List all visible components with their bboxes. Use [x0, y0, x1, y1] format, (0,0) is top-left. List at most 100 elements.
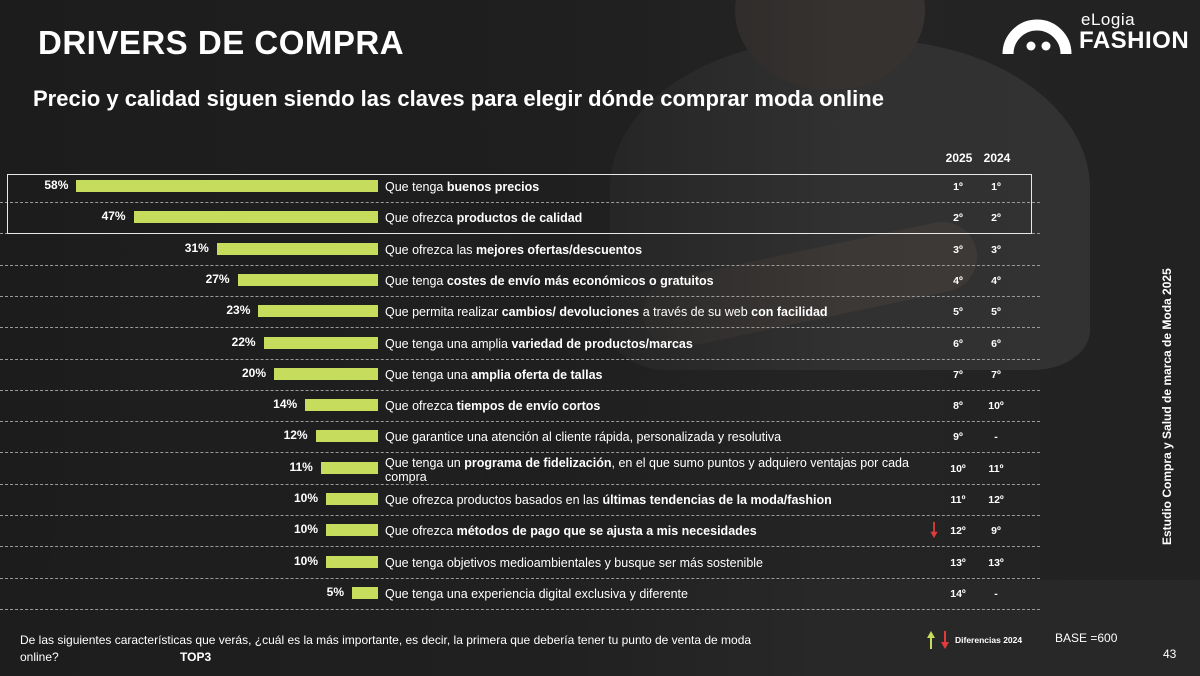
rank-2024: 12º: [988, 494, 1004, 506]
category-label: Que tenga una amplia oferta de tallas: [385, 367, 603, 382]
category-label: Que tenga una experiencia digital exclus…: [385, 586, 688, 601]
category-label: Que ofrezca métodos de pago que se ajust…: [385, 524, 757, 539]
bar-value-label: 10%: [293, 522, 318, 537]
category-label: Que permita realizar cambios/ devolucion…: [385, 305, 828, 320]
logo-brand-text: eLogia: [1081, 10, 1136, 29]
bar-value-label: 20%: [241, 365, 266, 380]
rank-2025: 12º: [950, 525, 966, 538]
bar-value-label: 31%: [184, 240, 209, 255]
category-label: Que tenga costes de envío más económicos…: [385, 273, 714, 288]
page-number: 43: [1163, 647, 1177, 661]
slide-subtitle: Precio y calidad siguen siendo las clave…: [33, 86, 884, 111]
top3-tag: TOP3: [180, 650, 212, 664]
category-label: Que tenga buenos precios: [385, 180, 540, 194]
bar: [274, 367, 378, 380]
bar-value-label: 58%: [44, 178, 69, 192]
rank-2025: 13º: [950, 556, 966, 569]
rank-2025: 1º: [953, 181, 963, 193]
survey-question-text: De las siguientes características que ve…: [20, 633, 752, 664]
category-label: Que ofrezca las mejores ofertas/descuent…: [385, 242, 643, 257]
up-arrow-icon: [927, 631, 935, 649]
down-arrow-icon: [930, 522, 938, 539]
bar: [326, 493, 378, 505]
bar-value-label: 23%: [226, 303, 251, 318]
rank-2025: 6º: [953, 337, 963, 350]
column-header-2025: 2025: [945, 151, 973, 165]
bar-value-label: 47%: [101, 209, 126, 224]
rank-2024: 13º: [988, 556, 1004, 569]
bar: [305, 399, 378, 412]
rank-2024: 6º: [991, 337, 1001, 350]
chart-row: 5% Que tenga una experiencia digital excl…: [0, 578, 1040, 610]
rank-2025: 7º: [953, 368, 963, 381]
study-vertical-label: Estudio Compra y Salud de marca de Moda …: [1160, 268, 1174, 545]
bar: [326, 524, 378, 537]
category-label: Que tenga un programa de fidelización, e…: [385, 455, 909, 484]
logo-name-text: FASHION: [1079, 27, 1190, 54]
legend-label: Diferencias 2024: [955, 635, 1023, 645]
chart-row: 27% Que tenga costes de envío más económi…: [0, 265, 1040, 297]
rank-2024: -: [994, 587, 998, 600]
down-arrow-icon: [941, 631, 949, 649]
legend: Diferencias 2024: [926, 630, 1046, 650]
chart-row: 10% Que tenga objetivos medioambientales …: [0, 547, 1040, 579]
chart-row: 11% Que tenga un programa de fidelización…: [0, 453, 1040, 485]
bar: [326, 555, 378, 568]
logo-icon: [1002, 19, 1072, 55]
category-label: Que ofrezca productos basados en las últ…: [385, 493, 832, 507]
rank-2024: 10º: [988, 400, 1004, 413]
chart-row: 12% Que garantice una atención al cliente…: [0, 421, 1040, 454]
chart-row: 10% Que ofrezca productos basados en las …: [0, 484, 1040, 516]
rank-2025: 11º: [950, 494, 966, 506]
column-header-2024: 2024: [983, 151, 1011, 165]
category-label: Que tenga objetivos medioambientales y b…: [385, 555, 763, 570]
rank-2025: 10º: [950, 462, 966, 475]
rank-2024: 7º: [991, 368, 1001, 381]
rank-2024: 11º: [988, 462, 1004, 475]
bar: [315, 430, 378, 443]
bar: [258, 305, 378, 318]
bar-value-label: 10%: [293, 491, 318, 505]
survey-question: De las siguientes características que ve…: [20, 632, 760, 666]
elogia-fashion-logo: eLogia FASHION: [1002, 8, 1192, 58]
rank-2025: 2º: [953, 212, 963, 225]
rank-2025: 8º: [953, 400, 963, 413]
chart-row: 14% Que ofrezca tiempos de envío cortos 8º…: [0, 390, 1040, 423]
rank-2025: 3º: [953, 243, 963, 256]
bar-value-label: 10%: [293, 553, 318, 568]
bar-value-label: 5%: [326, 584, 344, 599]
rank-2024: 2º: [991, 212, 1001, 225]
bar: [76, 180, 378, 192]
bar: [237, 273, 378, 286]
bar-value-label: 14%: [273, 397, 298, 412]
rank-2025: 4º: [953, 274, 963, 287]
rank-2025: 5º: [953, 306, 963, 319]
bar: [216, 242, 378, 255]
category-label: Que ofrezca productos de calidad: [385, 211, 583, 226]
rank-2024: 9º: [991, 525, 1001, 538]
chart-row: 58% Que tenga buenos precios 1º 1º: [0, 171, 1040, 203]
chart-row: 10% Que ofrezca métodos de pago que se aj…: [0, 515, 1040, 548]
rank-2025: 14º: [950, 587, 966, 600]
rank-2025: 9º: [953, 431, 963, 444]
bar-value-label: 11%: [289, 459, 313, 474]
bar: [263, 336, 378, 349]
bar: [352, 586, 378, 599]
rank-2024: 3º: [991, 243, 1001, 256]
category-label: Que tenga una amplia variedad de product…: [385, 336, 693, 351]
chart-row: 23% Que permita realizar cambios/ devoluc…: [0, 296, 1040, 329]
rank-2024: -: [994, 431, 998, 444]
slide-title: DRIVERS DE COMPRA: [38, 24, 405, 61]
rank-2024: 1º: [991, 181, 1001, 193]
bar-value-label: 27%: [205, 271, 230, 286]
bar: [133, 211, 378, 224]
chart-row: 31% Que ofrezca las mejores ofertas/descu…: [0, 234, 1040, 266]
bar-value-label: 12%: [283, 428, 308, 443]
top-two-highlight-box: [7, 174, 1032, 234]
bar: [320, 461, 378, 474]
category-label: Que ofrezca tiempos de envío cortos: [385, 399, 601, 414]
chart-row: 22% Que tenga una amplia variedad de prod…: [0, 328, 1040, 360]
category-label: Que garantice una atención al cliente rá…: [385, 430, 782, 445]
